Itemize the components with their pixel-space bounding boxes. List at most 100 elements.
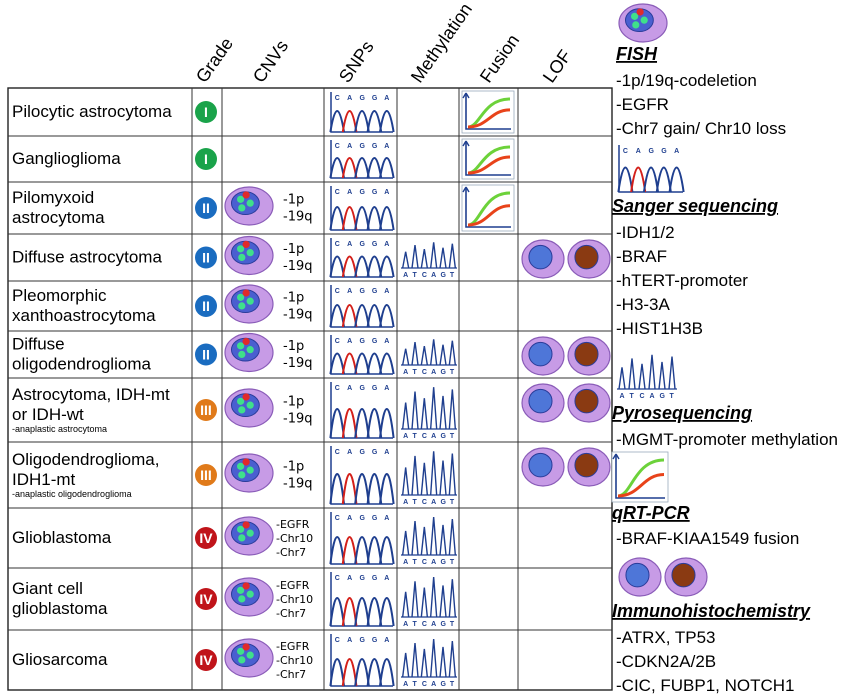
arrow-icon bbox=[612, 453, 620, 460]
chromatogram-peak bbox=[642, 166, 660, 193]
header-cnvs: CNVs bbox=[249, 36, 292, 86]
base-letter: A bbox=[347, 95, 352, 102]
pyrogram-peak bbox=[439, 395, 447, 430]
sanger-item: -BRAF bbox=[616, 247, 667, 266]
pyrogram-peak bbox=[429, 387, 438, 430]
base-letter: G bbox=[441, 272, 447, 279]
green-probe-signal bbox=[238, 302, 246, 310]
grade-label: II bbox=[202, 250, 210, 266]
red-probe-signal bbox=[242, 337, 250, 346]
ihc-item: -CDKN2A/2B bbox=[616, 652, 716, 671]
arrow-icon bbox=[462, 92, 470, 99]
pyrogram-peak bbox=[411, 642, 419, 678]
qrt-item: -BRAF-KIAA1549 fusion bbox=[616, 529, 799, 548]
base-letter: T bbox=[450, 621, 455, 628]
pyrogram-peak bbox=[411, 455, 419, 496]
base-letter: T bbox=[413, 621, 418, 628]
base-letter: A bbox=[403, 681, 408, 688]
lof-cell-intact-nucleus bbox=[528, 388, 553, 414]
pyro-title: Pyrosequencing bbox=[612, 403, 752, 423]
base-letter: A bbox=[384, 241, 389, 248]
base-letter: A bbox=[347, 189, 352, 196]
red-probe-signal bbox=[242, 191, 250, 199]
base-letter: A bbox=[431, 433, 436, 440]
grade-badge bbox=[195, 246, 217, 269]
base-letter: G bbox=[372, 189, 378, 196]
chromatogram-peak bbox=[354, 597, 370, 627]
green-probe-signal bbox=[238, 534, 246, 542]
tumor-name: Astrocytoma, IDH-mt bbox=[12, 385, 170, 404]
chromatogram-peak bbox=[354, 352, 370, 375]
variant-peak bbox=[341, 658, 358, 687]
pyrogram-peak bbox=[448, 340, 457, 366]
base-letter: A bbox=[347, 241, 352, 248]
green-probe-signal bbox=[237, 525, 245, 533]
variant-peak bbox=[341, 304, 358, 328]
table-row: Oligodendroglioma,IDH1-mt-anaplastic oli… bbox=[12, 446, 611, 506]
pyrogram-peak bbox=[439, 344, 447, 366]
fish-item: -1p/19q-codeletion bbox=[616, 71, 757, 90]
cnv-label: -1p bbox=[283, 395, 304, 410]
pyrogram-peak bbox=[648, 354, 656, 390]
variant-peak bbox=[341, 110, 358, 133]
pyrogram-peak bbox=[411, 581, 419, 618]
grade-badge bbox=[195, 649, 217, 671]
pyrogram-peak bbox=[420, 462, 429, 496]
red-probe-signal bbox=[242, 458, 250, 466]
pyrogram-peak bbox=[429, 451, 438, 496]
chromatogram-peak bbox=[354, 536, 370, 565]
grade-label: IV bbox=[199, 530, 213, 546]
chromatogram-peak bbox=[329, 536, 346, 565]
sanger-item: -IDH1/2 bbox=[616, 223, 675, 242]
grade-badge bbox=[195, 399, 217, 421]
green-probe-signal bbox=[238, 406, 246, 414]
green-probe-signal bbox=[238, 595, 246, 603]
base-letter: C bbox=[422, 433, 427, 440]
base-letter: T bbox=[413, 499, 418, 506]
chromatogram-peak bbox=[366, 597, 383, 627]
chromatogram-peak bbox=[354, 473, 370, 505]
base-letter: A bbox=[347, 449, 352, 456]
cnv-label: -19q bbox=[283, 210, 313, 225]
grade-label: I bbox=[204, 151, 208, 167]
variant-peak bbox=[341, 536, 358, 565]
pyrogram-peak bbox=[411, 244, 419, 269]
base-letter: C bbox=[422, 681, 427, 688]
tumor-name: oligodendroglioma bbox=[12, 355, 151, 374]
chromatogram-peak bbox=[329, 597, 346, 627]
base-letter: A bbox=[347, 637, 352, 644]
pyrogram-peak bbox=[448, 389, 457, 430]
base-letter: G bbox=[441, 433, 447, 440]
lof-cell-intact-nucleus bbox=[528, 341, 553, 367]
cnv-label: -19q bbox=[283, 259, 313, 274]
pyrogram-peak bbox=[420, 526, 429, 556]
chromatogram-peak bbox=[366, 255, 383, 278]
pyrogram-peak bbox=[401, 652, 410, 678]
chromatogram-peak bbox=[354, 255, 370, 278]
base-letter: C bbox=[422, 272, 427, 279]
grade-badge bbox=[195, 197, 217, 219]
base-letter: G bbox=[372, 575, 378, 582]
base-letter: G bbox=[372, 95, 378, 102]
base-letter: G bbox=[360, 338, 366, 345]
base-letter: A bbox=[403, 621, 408, 628]
base-letter: C bbox=[335, 575, 340, 582]
chromatogram-peak bbox=[366, 304, 383, 328]
base-letter: A bbox=[347, 385, 352, 392]
grade-label: II bbox=[202, 347, 210, 363]
pyrogram-peak bbox=[429, 577, 438, 618]
chromatogram-peak bbox=[329, 304, 346, 328]
table-border bbox=[7, 87, 613, 691]
sanger-item: -H3-3A bbox=[616, 295, 671, 314]
green-probe-signal bbox=[246, 651, 254, 659]
pyrogram-peak bbox=[429, 638, 438, 678]
table-row: Pilocytic astrocytoma IC A G G A bbox=[12, 90, 515, 134]
amplification-curve-red bbox=[467, 204, 511, 227]
pyrogram-peak bbox=[420, 398, 429, 430]
base-letter: G bbox=[661, 148, 667, 155]
base-letter: A bbox=[431, 369, 436, 376]
green-probe-signal bbox=[237, 462, 245, 470]
base-letter: T bbox=[413, 369, 418, 376]
